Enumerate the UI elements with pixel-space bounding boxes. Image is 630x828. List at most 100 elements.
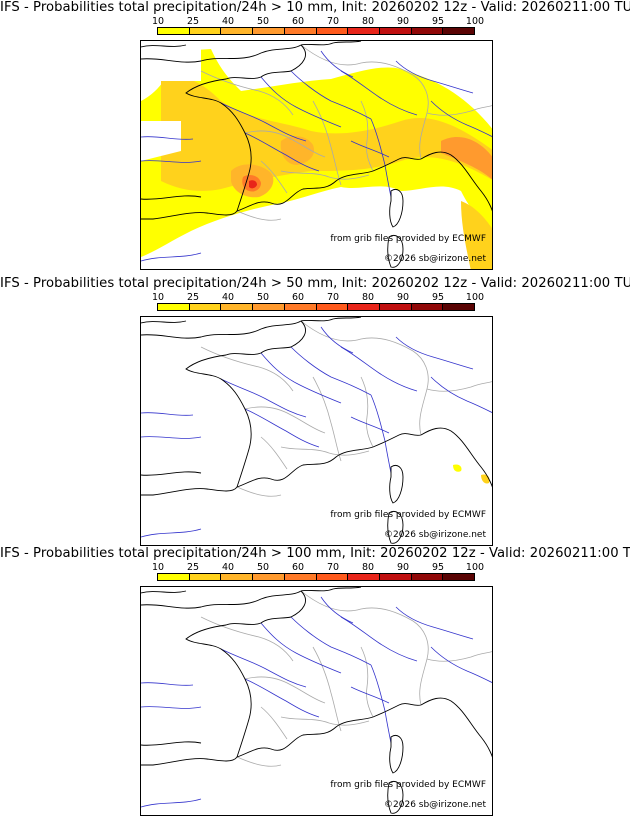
river-line bbox=[260, 352, 342, 404]
map-canvas bbox=[141, 41, 492, 269]
river-line bbox=[141, 160, 202, 163]
colorbar-labels: 10 25 40 50 60 70 80 90 95 100 bbox=[140, 292, 500, 303]
admin-border bbox=[236, 210, 282, 221]
precip-area-80 bbox=[249, 180, 257, 189]
colorbar-swatch bbox=[253, 28, 285, 34]
colorbar-swatch bbox=[221, 304, 254, 310]
river-line bbox=[260, 76, 342, 128]
colorbar-tick-label: 10 bbox=[151, 562, 165, 573]
river-line bbox=[290, 616, 372, 666]
admin-border bbox=[244, 676, 326, 704]
colorbar-tick-label: 60 bbox=[291, 562, 305, 573]
coastline bbox=[236, 703, 422, 758]
river-line bbox=[141, 528, 202, 538]
colorbar-tick-label: 10 bbox=[151, 16, 165, 27]
colorbar-tick-label: 70 bbox=[326, 16, 340, 27]
colorbar-labels: 10 25 40 50 60 70 80 90 95 100 bbox=[140, 562, 500, 573]
colorbar-tick-label: 95 bbox=[431, 292, 445, 303]
river-line bbox=[320, 326, 354, 354]
colorbar-swatch bbox=[348, 304, 380, 310]
admin-border bbox=[260, 436, 288, 470]
precip-area-25 bbox=[461, 201, 492, 269]
colorbar-tick-label: 95 bbox=[431, 16, 445, 27]
admin-border bbox=[312, 646, 342, 732]
river-line bbox=[141, 412, 194, 416]
river-line bbox=[244, 132, 320, 172]
river-line bbox=[395, 606, 474, 640]
admin-border bbox=[236, 756, 282, 767]
admin-border bbox=[426, 105, 492, 116]
admin-border bbox=[236, 486, 282, 497]
colorbar-tick-label: 40 bbox=[221, 16, 235, 27]
colorbar-swatch bbox=[221, 28, 254, 34]
credit-copyright: ©2026 sb@irizone.net bbox=[384, 530, 486, 540]
precip-area-50 bbox=[441, 137, 492, 180]
colorbar-swatch bbox=[189, 304, 222, 310]
panel-100mm: IFS - Probabilities total precipitation/… bbox=[0, 546, 630, 822]
river-line bbox=[260, 622, 342, 674]
coastline bbox=[387, 511, 404, 544]
colorbar-tick-label: 40 bbox=[221, 292, 235, 303]
admin-border bbox=[426, 381, 492, 392]
river-line bbox=[350, 416, 390, 434]
coastline bbox=[300, 41, 362, 46]
river-line bbox=[340, 616, 418, 662]
precip-area-25 bbox=[481, 474, 490, 484]
colorbar-tick-label: 80 bbox=[361, 562, 375, 573]
credit-copyright: ©2026 sb@irizone.net bbox=[384, 254, 486, 264]
colorbar-swatch bbox=[379, 574, 412, 580]
colorbar-swatch bbox=[284, 304, 317, 310]
coastline bbox=[236, 433, 422, 488]
colorbar-swatch bbox=[221, 574, 254, 580]
colorbar-swatch bbox=[189, 28, 222, 34]
colorbar-swatch bbox=[253, 574, 285, 580]
credit-source: from grib files provided by ECMWF bbox=[330, 510, 486, 520]
colorbar-swatch bbox=[411, 304, 444, 310]
coastline bbox=[300, 587, 362, 592]
admin-border bbox=[312, 376, 342, 462]
coastline bbox=[141, 320, 187, 324]
colorbar-swatch bbox=[158, 574, 190, 580]
colorbar-swatch bbox=[316, 304, 349, 310]
coastline bbox=[387, 781, 404, 814]
colorbar bbox=[157, 303, 475, 311]
admin-border bbox=[426, 651, 492, 662]
coastline bbox=[236, 157, 422, 212]
river-line bbox=[290, 70, 372, 120]
admin-border bbox=[200, 616, 294, 662]
colorbar-tick-label: 100 bbox=[465, 16, 485, 27]
panel-10mm: IFS - Probabilities total precipitation/… bbox=[0, 0, 630, 276]
river-line bbox=[244, 678, 320, 718]
precip-map: from grib files provided by ECMWF ©2026 … bbox=[140, 316, 493, 546]
coastline bbox=[141, 195, 202, 200]
colorbar-tick-label: 10 bbox=[151, 292, 165, 303]
river-line bbox=[430, 376, 492, 413]
colorbar-swatch bbox=[348, 28, 380, 34]
river-line bbox=[350, 140, 390, 158]
colorbar-swatch bbox=[379, 304, 412, 310]
coastline bbox=[141, 44, 306, 220]
colorbar bbox=[157, 27, 475, 35]
admin-border bbox=[200, 346, 294, 392]
colorbar-tick-label: 70 bbox=[326, 562, 340, 573]
colorbar-swatch bbox=[158, 304, 190, 310]
colorbar-tick-label: 50 bbox=[256, 16, 270, 27]
colorbar-tick-label: 100 bbox=[465, 562, 485, 573]
panel-title: IFS - Probabilities total precipitation/… bbox=[0, 0, 630, 15]
river-line bbox=[370, 118, 392, 198]
colorbar-swatch bbox=[443, 28, 475, 34]
admin-border bbox=[280, 170, 370, 180]
river-line bbox=[395, 336, 474, 370]
colorbar-swatch bbox=[253, 304, 285, 310]
colorbar-swatch bbox=[443, 574, 475, 580]
precip-area-40 bbox=[280, 136, 315, 165]
river-line bbox=[220, 378, 307, 418]
panel-title: IFS - Probabilities total precipitation/… bbox=[0, 546, 630, 561]
colorbar-swatch bbox=[284, 28, 317, 34]
river-line bbox=[141, 252, 202, 262]
coastline bbox=[141, 44, 187, 48]
colorbar-tick-label: 60 bbox=[291, 16, 305, 27]
river-line bbox=[340, 70, 418, 116]
colorbar-tick-label: 95 bbox=[431, 562, 445, 573]
colorbar-tick-label: 100 bbox=[465, 292, 485, 303]
